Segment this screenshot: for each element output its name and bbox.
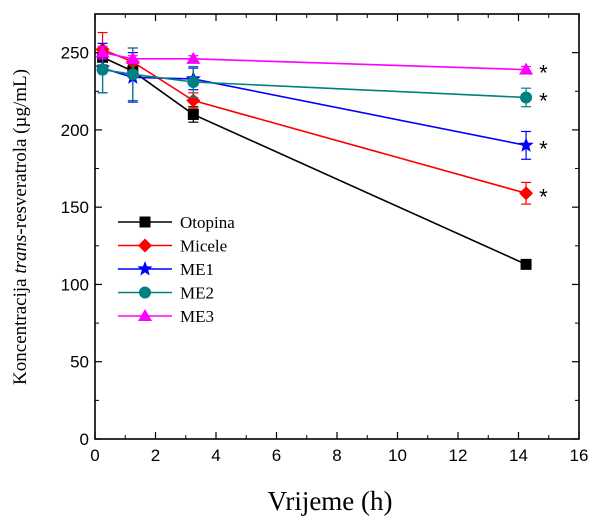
data-point: [125, 51, 140, 64]
legend-marker: [138, 238, 152, 253]
x-tick-label: 14: [509, 446, 528, 465]
legend-marker: [138, 309, 152, 321]
y-axis-label-part-3: -resveratrola (µg/mL): [10, 69, 31, 235]
x-tick-label: 2: [151, 446, 160, 465]
data-point: [96, 63, 109, 76]
legend-entry-micele: Micele: [118, 237, 227, 256]
series-line: [102, 68, 527, 99]
series-line: [102, 48, 527, 195]
y-axis-label-part-1: Koncentracija: [10, 274, 31, 385]
legend-label: Otopina: [180, 213, 235, 232]
series-me2: [96, 45, 533, 108]
x-tick-label: 16: [570, 446, 589, 465]
x-tick-label: 4: [211, 446, 220, 465]
series-me3: [95, 45, 534, 75]
significance-mark: *: [539, 61, 548, 86]
data-point: [519, 186, 534, 201]
y-axis-label-part-2: trans: [10, 235, 31, 274]
series-otopina: [97, 48, 532, 270]
data-point: [126, 68, 139, 81]
data-point: [520, 258, 532, 270]
series-line: [102, 56, 527, 266]
x-tick-label: 12: [449, 446, 468, 465]
series-line: [102, 51, 527, 71]
significance-mark: *: [539, 88, 548, 113]
y-tick-label: 100: [61, 275, 89, 294]
data-point: [518, 137, 534, 152]
data-point: [520, 91, 533, 104]
series-me1: [94, 42, 534, 160]
y-tick-label: 250: [61, 44, 89, 63]
x-tick-label: 8: [332, 446, 341, 465]
x-tick-label: 0: [90, 446, 99, 465]
legend-marker: [137, 261, 153, 276]
y-tick-label: 50: [70, 353, 89, 372]
data-point: [186, 51, 201, 64]
legend-label: ME2: [180, 284, 214, 303]
x-tick-label: 10: [388, 446, 407, 465]
y-tick-label: 150: [61, 198, 89, 217]
x-axis-label: Vrijeme (h): [267, 486, 392, 516]
legend-entry-otopina: Otopina: [118, 213, 235, 232]
legend-label: Micele: [180, 237, 227, 256]
legend-entry-me2: ME2: [118, 284, 214, 303]
legend-marker: [139, 286, 151, 299]
legend-marker: [139, 216, 151, 228]
data-point: [187, 76, 200, 88]
y-tick-label: 200: [61, 121, 89, 140]
y-axis-label: Koncentracija trans-resveratrola (µg/mL): [10, 69, 31, 385]
significance-mark: *: [539, 184, 548, 209]
legend-label: ME1: [180, 260, 214, 279]
legend-entry-me3: ME3: [118, 307, 214, 326]
legend-entry-me1: ME1: [118, 260, 214, 279]
significance-mark: *: [539, 136, 548, 161]
y-tick-label: 0: [80, 430, 89, 449]
data-point: [187, 108, 199, 120]
legend-label: ME3: [180, 307, 214, 326]
x-tick-label: 6: [272, 446, 281, 465]
data-point: [95, 45, 110, 58]
data-point: [519, 62, 534, 75]
